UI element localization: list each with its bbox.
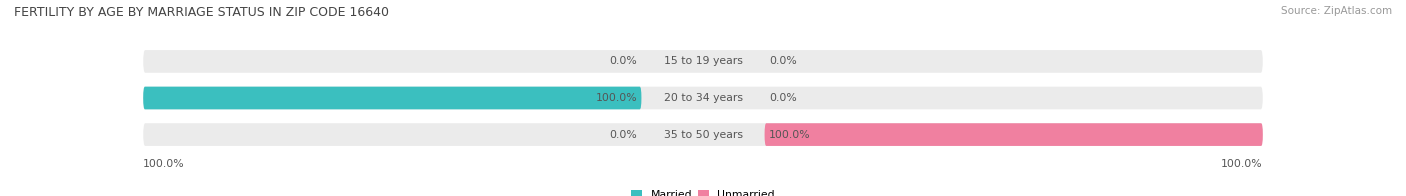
Text: 0.0%: 0.0% xyxy=(769,93,797,103)
Legend: Married, Unmarried: Married, Unmarried xyxy=(627,185,779,196)
FancyBboxPatch shape xyxy=(765,123,1263,146)
Text: 100.0%: 100.0% xyxy=(595,93,637,103)
FancyBboxPatch shape xyxy=(143,87,1263,109)
Text: FERTILITY BY AGE BY MARRIAGE STATUS IN ZIP CODE 16640: FERTILITY BY AGE BY MARRIAGE STATUS IN Z… xyxy=(14,6,389,19)
Text: 100.0%: 100.0% xyxy=(143,160,184,170)
Text: Source: ZipAtlas.com: Source: ZipAtlas.com xyxy=(1281,6,1392,16)
Text: 100.0%: 100.0% xyxy=(769,130,811,140)
Text: 15 to 19 years: 15 to 19 years xyxy=(664,56,742,66)
Text: 35 to 50 years: 35 to 50 years xyxy=(664,130,742,140)
FancyBboxPatch shape xyxy=(143,50,1263,73)
Text: 0.0%: 0.0% xyxy=(609,56,637,66)
Text: 0.0%: 0.0% xyxy=(609,130,637,140)
Text: 0.0%: 0.0% xyxy=(769,56,797,66)
Text: 100.0%: 100.0% xyxy=(1222,160,1263,170)
FancyBboxPatch shape xyxy=(143,123,1263,146)
Text: 20 to 34 years: 20 to 34 years xyxy=(664,93,742,103)
FancyBboxPatch shape xyxy=(143,87,641,109)
